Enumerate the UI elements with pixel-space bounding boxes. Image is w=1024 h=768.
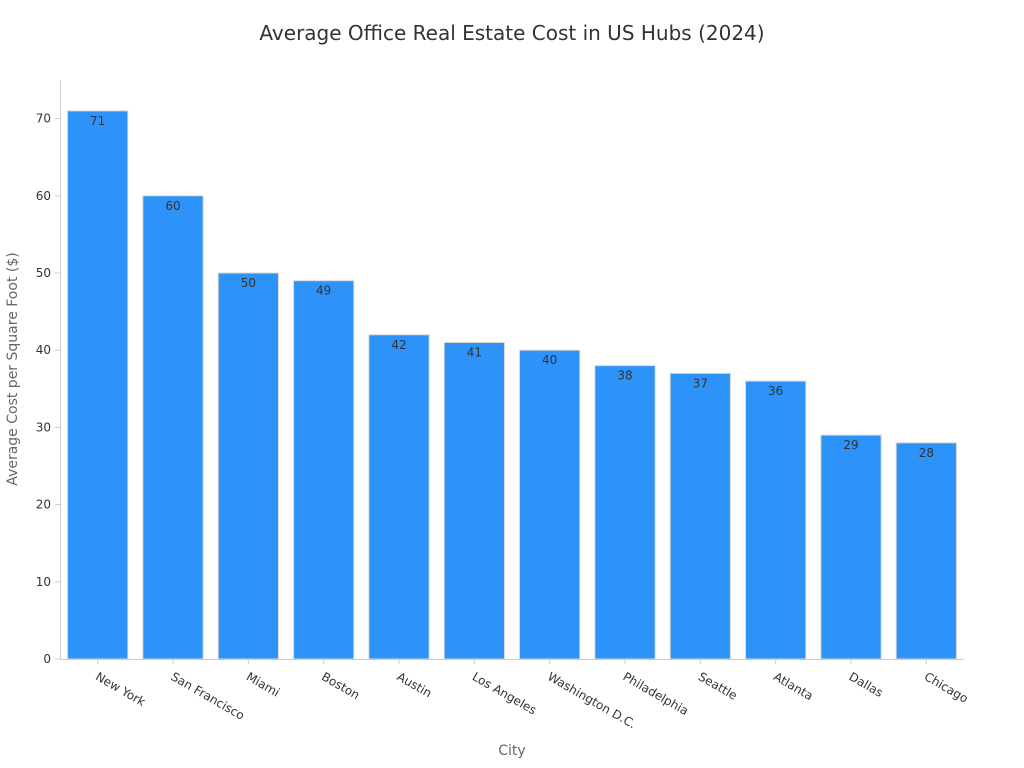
bar-value-label: 38 bbox=[617, 369, 632, 383]
bar bbox=[519, 349, 581, 660]
bar bbox=[142, 195, 204, 660]
bar-value-label: 71 bbox=[90, 114, 105, 128]
x-tick-label: Seattle bbox=[696, 669, 740, 702]
bar-value-label: 40 bbox=[542, 353, 557, 367]
bar-value-label: 41 bbox=[467, 345, 482, 359]
x-tick-label: Boston bbox=[319, 669, 362, 702]
y-tick-label: 30 bbox=[36, 420, 51, 434]
bar bbox=[67, 110, 129, 660]
y-axis-title: Average Cost per Square Foot ($) bbox=[5, 252, 21, 485]
bar bbox=[293, 280, 355, 660]
y-tick-label: 20 bbox=[36, 498, 51, 512]
x-tick-label: Philadelphia bbox=[621, 669, 691, 718]
x-tick-label: Dallas bbox=[847, 669, 886, 700]
bar-value-label: 29 bbox=[843, 438, 858, 452]
bar bbox=[669, 372, 731, 660]
bar-value-label: 28 bbox=[919, 446, 934, 460]
bar-value-label: 42 bbox=[391, 338, 406, 352]
x-tick-label: New York bbox=[93, 669, 148, 709]
y-tick-label: 0 bbox=[43, 652, 51, 666]
bar bbox=[594, 365, 656, 660]
bar bbox=[368, 334, 430, 660]
bar-value-label: 37 bbox=[693, 376, 708, 390]
x-axis-title: City bbox=[498, 743, 525, 759]
bar-value-label: 36 bbox=[768, 384, 783, 398]
y-tick-label: 60 bbox=[36, 189, 51, 203]
bar bbox=[443, 341, 505, 660]
x-tick-label: San Francisco bbox=[169, 669, 247, 722]
y-tick-label: 50 bbox=[36, 266, 51, 280]
bar bbox=[895, 442, 957, 660]
bar bbox=[217, 272, 279, 660]
chart-title: Average Office Real Estate Cost in US Hu… bbox=[259, 21, 764, 45]
x-tick-label: Austin bbox=[395, 669, 435, 700]
y-tick-label: 10 bbox=[36, 575, 51, 589]
x-tick-label: Atlanta bbox=[771, 669, 815, 703]
bar-value-label: 50 bbox=[241, 276, 256, 290]
bar bbox=[745, 380, 807, 660]
x-tick-label: Los Angeles bbox=[470, 669, 539, 717]
y-axis-ticks: 0 10 20 30 40 50 60 70 bbox=[36, 112, 60, 666]
bar bbox=[820, 434, 882, 660]
bar-value-label: 60 bbox=[165, 199, 180, 213]
bar-value-label: 49 bbox=[316, 284, 331, 298]
x-tick-label: Chicago bbox=[922, 669, 971, 705]
y-tick-label: 40 bbox=[36, 343, 51, 357]
y-tick-label: 70 bbox=[36, 112, 51, 126]
bars-group: 71 60 50 49 42 41 40 38 37 36 29 28 bbox=[67, 110, 957, 660]
x-tick-label: Miami bbox=[244, 669, 282, 699]
